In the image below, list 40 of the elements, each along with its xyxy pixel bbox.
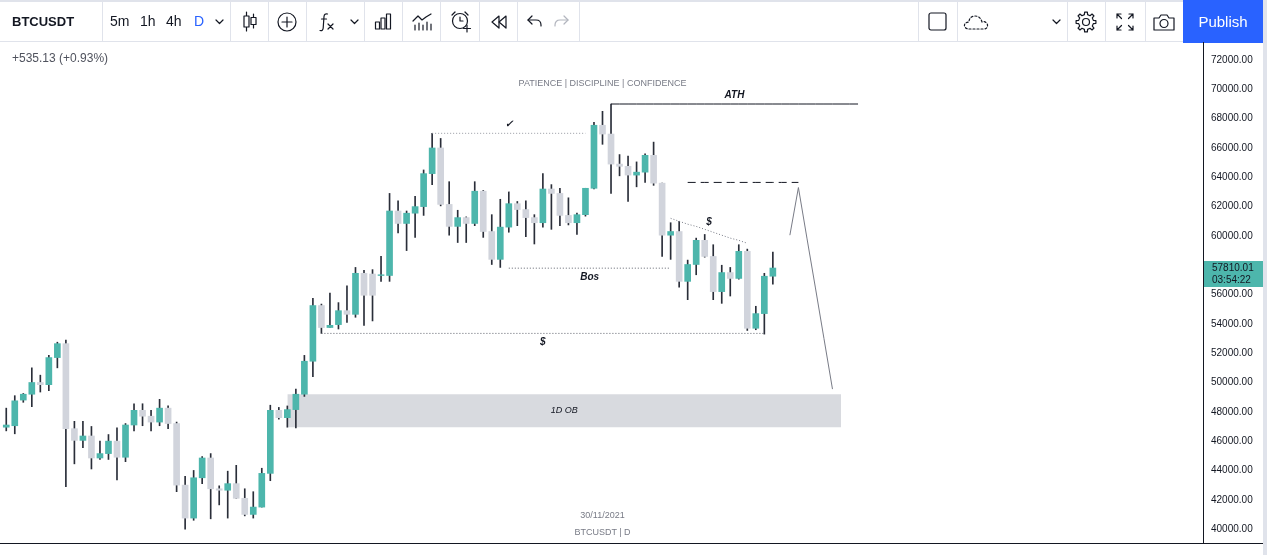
series-label: ATH xyxy=(723,88,746,100)
publish-button: Publish xyxy=(1183,0,1263,43)
candlestick xyxy=(343,285,351,323)
y-tick-label: 54000.00 xyxy=(1211,317,1254,329)
candlestick xyxy=(726,267,734,297)
candlestick xyxy=(522,200,530,237)
line-series xyxy=(670,217,748,244)
series-label: Bos xyxy=(580,270,600,282)
candlestick xyxy=(215,485,223,506)
y-tick-label: 46000.00 xyxy=(1211,434,1254,446)
text: 03:54:22 xyxy=(1212,273,1252,285)
candlestick xyxy=(377,256,385,282)
y-tick-label: 70000.00 xyxy=(1211,83,1254,95)
series-label: $ xyxy=(705,215,713,227)
y-tick-label: 50000.00 xyxy=(1211,376,1254,388)
text: PATIENCE | DISCIPLINE | CONFIDENCE xyxy=(518,78,687,89)
candlestick xyxy=(411,196,419,238)
toolbar: BTCUSDT 5m 1h 4h D Publish xyxy=(0,0,1263,42)
y-tick-label: 64000.00 xyxy=(1211,171,1254,183)
chart-title: BTCUSDT xyxy=(12,13,75,31)
y-tick-label: 52000.00 xyxy=(1211,346,1254,358)
y-tick-label: 48000.00 xyxy=(1211,405,1254,417)
y-tick-label: 42000.00 xyxy=(1211,493,1254,505)
y-tick-label: 60000.00 xyxy=(1211,229,1254,241)
y-tick-label: 72000.00 xyxy=(1211,53,1254,65)
y-tick-label: 68000.00 xyxy=(1211,112,1254,124)
series-label: ✓ xyxy=(504,118,514,130)
y-tick-label: 56000.00 xyxy=(1211,288,1254,300)
candlestick xyxy=(224,470,232,519)
y-tick-label: 66000.00 xyxy=(1211,141,1254,153)
annotation: BTCUSDT | D xyxy=(574,527,632,538)
text: 57810.01 xyxy=(1212,261,1255,273)
series-label: $ xyxy=(539,336,547,348)
annotation: +535.13 (+0.93%) xyxy=(12,51,109,66)
y-tick-label: 62000.00 xyxy=(1211,200,1254,212)
annotation: 1D OB xyxy=(550,405,578,416)
y-tick-label: 40000.00 xyxy=(1211,522,1254,534)
candlestick xyxy=(326,292,334,328)
y-tick-label: 44000.00 xyxy=(1211,464,1254,476)
annotation: 30/11/2021 xyxy=(580,510,625,521)
